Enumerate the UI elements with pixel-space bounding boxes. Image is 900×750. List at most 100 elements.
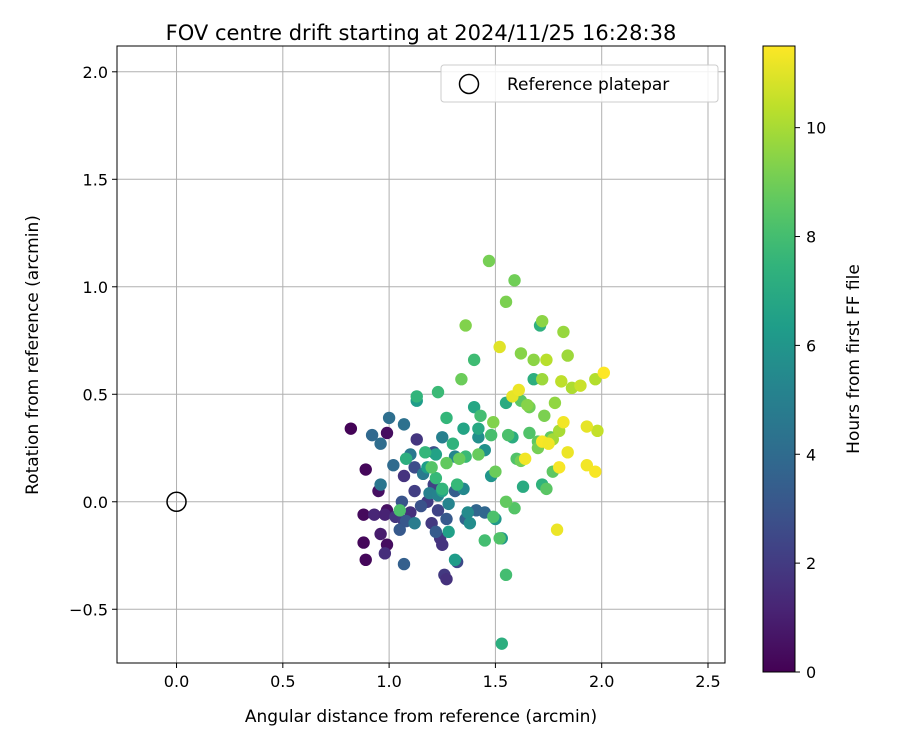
data-point <box>493 340 506 354</box>
data-point <box>410 433 423 446</box>
data-point <box>399 452 413 465</box>
colorbar-tick-label: 2 <box>806 554 816 573</box>
chart-title: FOV centre drift starting at 2024/11/25 … <box>166 21 677 45</box>
data-point <box>555 375 568 388</box>
data-point <box>408 517 421 530</box>
data-point <box>429 471 443 485</box>
data-point <box>429 448 443 461</box>
data-point <box>514 347 528 360</box>
data-point <box>521 398 534 412</box>
data-point <box>527 353 540 367</box>
data-point <box>374 527 387 541</box>
data-point <box>397 418 411 431</box>
legend: Reference platepar <box>440 64 719 103</box>
y-tick-label: 0.5 <box>83 385 108 404</box>
colorbar-ticks: 0 2 4 6 8 10 <box>795 119 826 682</box>
data-point <box>357 508 370 521</box>
data-point <box>501 428 515 442</box>
data-points <box>344 254 611 650</box>
reference-point-open-circle-icon <box>166 491 187 513</box>
data-point <box>495 637 508 650</box>
data-point <box>397 469 411 483</box>
data-point <box>436 538 449 551</box>
x-tick-label: 1.0 <box>376 672 401 691</box>
data-point <box>597 366 611 379</box>
data-point <box>431 385 445 399</box>
data-point <box>472 448 485 461</box>
y-axis-label: Rotation from reference (arcmin) <box>23 215 43 495</box>
data-point <box>378 547 392 560</box>
data-point <box>440 411 453 425</box>
data-point <box>508 502 521 515</box>
data-point <box>552 461 566 474</box>
data-point <box>436 431 449 444</box>
data-point <box>484 428 498 442</box>
data-point <box>518 452 532 465</box>
data-point <box>410 390 423 403</box>
data-point <box>378 508 392 521</box>
data-point <box>487 510 500 524</box>
data-point <box>540 353 553 367</box>
data-point <box>535 314 549 328</box>
y-tick-label: −0.5 <box>69 600 108 619</box>
y-axis-ticks: −0.5 0.0 0.5 1.0 1.5 2.0 <box>69 63 117 619</box>
data-point <box>467 400 481 414</box>
data-point <box>436 482 449 496</box>
data-point <box>499 568 513 582</box>
data-point <box>493 532 506 545</box>
data-point <box>499 295 513 309</box>
data-point <box>487 416 500 429</box>
data-point <box>512 383 525 397</box>
data-point <box>359 553 372 567</box>
data-point <box>368 508 381 521</box>
colorbar-tick-label: 10 <box>806 119 826 138</box>
colorbar: 0 2 4 6 8 10 Hours from first FF file <box>762 45 864 682</box>
data-point <box>344 422 358 435</box>
data-point <box>591 424 604 438</box>
data-point <box>472 431 485 444</box>
colorbar-tick-label: 0 <box>806 663 816 682</box>
data-point <box>557 325 570 339</box>
colorbar-tick-label: 4 <box>806 445 816 464</box>
data-point <box>440 572 453 586</box>
data-point <box>446 437 460 450</box>
data-point <box>419 446 432 459</box>
data-point <box>561 349 574 362</box>
x-tick-label: 1.5 <box>483 672 508 691</box>
data-point <box>393 504 406 517</box>
data-point <box>482 254 496 268</box>
colorbar-tick-label: 6 <box>806 336 816 355</box>
data-point <box>508 274 521 287</box>
y-tick-label: 1.0 <box>83 278 108 297</box>
data-point <box>448 553 462 567</box>
x-axis-ticks: 0.0 0.5 1.0 1.5 2.0 2.5 <box>164 663 721 691</box>
x-tick-label: 2.0 <box>589 672 614 691</box>
data-point <box>387 459 400 472</box>
data-point <box>561 446 574 459</box>
data-point <box>580 459 594 472</box>
plot-frame <box>116 45 726 664</box>
legend-box <box>440 64 719 103</box>
data-point <box>442 497 455 511</box>
data-point <box>542 437 555 450</box>
colorbar-gradient <box>762 45 796 673</box>
data-point <box>382 411 396 425</box>
data-point <box>431 504 445 517</box>
colorbar-tick-label: 8 <box>806 228 816 247</box>
data-point <box>408 461 421 474</box>
x-axis-label: Angular distance from reference (arcmin) <box>245 707 597 727</box>
data-point <box>557 416 570 429</box>
data-point <box>457 422 470 435</box>
data-point <box>523 426 536 440</box>
data-point <box>489 465 502 478</box>
data-point <box>380 426 394 440</box>
data-point <box>429 525 443 539</box>
data-point <box>440 512 453 526</box>
data-point <box>478 534 491 547</box>
data-point <box>580 420 594 433</box>
data-point <box>397 557 411 571</box>
data-point <box>357 536 370 549</box>
x-tick-label: 0.0 <box>164 672 189 691</box>
data-point <box>463 517 477 530</box>
